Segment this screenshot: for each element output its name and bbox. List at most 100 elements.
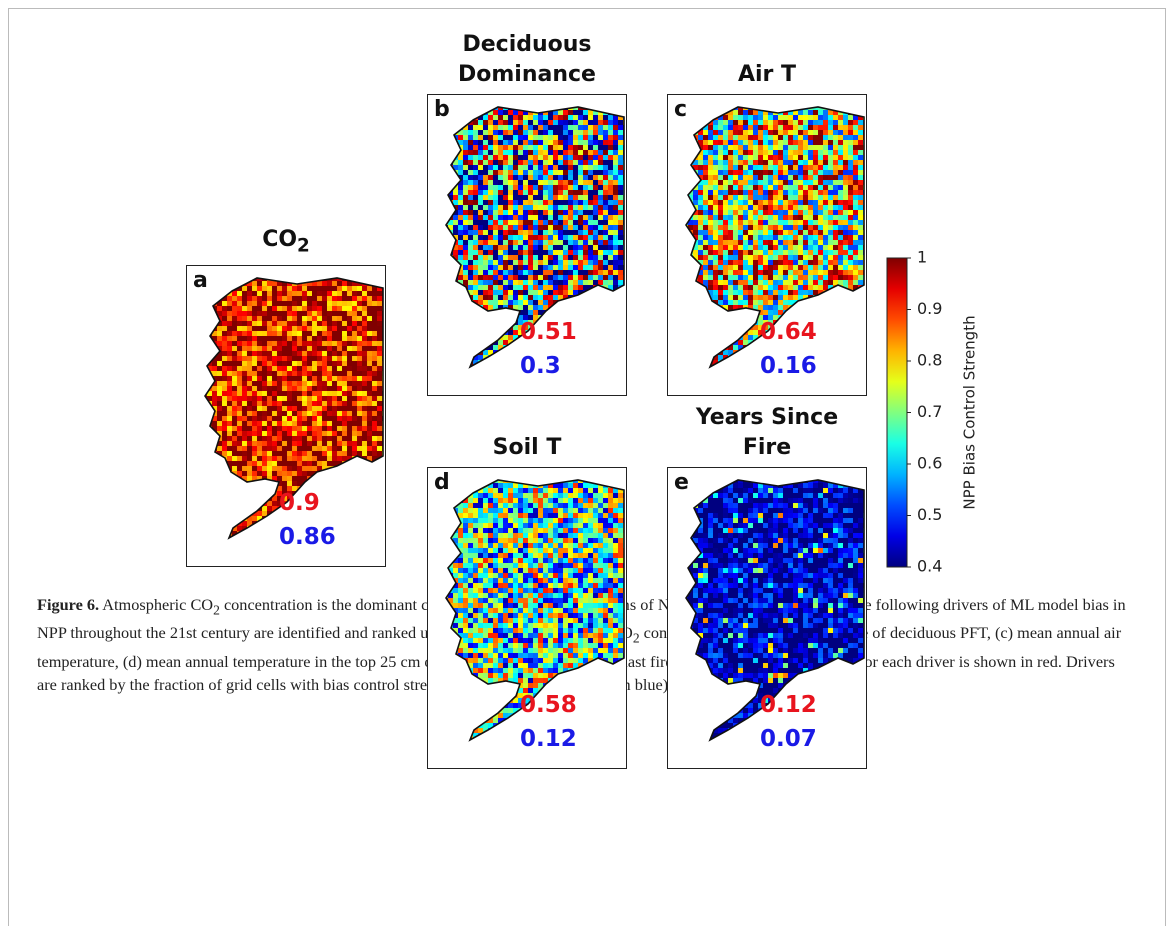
map-cell xyxy=(523,310,528,315)
map-cell xyxy=(848,120,853,125)
map-cell xyxy=(543,155,548,160)
map-cell xyxy=(458,250,463,255)
map-cell xyxy=(262,291,267,296)
map-cell xyxy=(818,215,823,220)
map-cell xyxy=(563,175,568,180)
map-cell xyxy=(377,381,382,386)
map-cell xyxy=(833,200,838,205)
map-cell xyxy=(252,401,257,406)
map-cell xyxy=(778,205,783,210)
map-cell xyxy=(793,180,798,185)
map-cell xyxy=(377,511,382,516)
map-cell xyxy=(538,345,543,350)
map-cell xyxy=(788,195,793,200)
map-cell xyxy=(598,125,603,130)
map-cell xyxy=(237,326,242,331)
map-cell xyxy=(227,476,232,481)
map-cell xyxy=(327,291,332,296)
map-cell xyxy=(823,160,828,165)
map-cell xyxy=(853,200,858,205)
map-cell xyxy=(523,130,528,135)
map-cell xyxy=(357,341,362,346)
map-cell xyxy=(377,366,382,371)
map-cell xyxy=(267,306,272,311)
map-cell xyxy=(753,130,758,135)
map-cell xyxy=(312,386,317,391)
map-cell xyxy=(848,155,853,160)
map-cell xyxy=(367,396,372,401)
map-cell xyxy=(307,466,312,471)
colorbar: 0.40.50.60.70.80.91NPP Bias Control Stre… xyxy=(870,240,1010,590)
map-cell xyxy=(267,491,272,496)
map-cell xyxy=(232,446,237,451)
map-cell xyxy=(538,235,543,240)
map-cell xyxy=(362,306,367,311)
map-cell xyxy=(548,150,553,155)
map-cell xyxy=(548,155,553,160)
map-cell xyxy=(202,476,207,481)
map-cell xyxy=(312,306,317,311)
map-cell xyxy=(858,140,863,145)
map-cell xyxy=(698,200,703,205)
map-cell xyxy=(773,145,778,150)
map-cell xyxy=(252,436,257,441)
map-cell xyxy=(788,105,793,110)
map-cell xyxy=(608,255,613,260)
map-cell xyxy=(488,215,493,220)
map-cell xyxy=(287,406,292,411)
map-cell xyxy=(322,416,327,421)
map-cell xyxy=(483,290,488,295)
map-cell xyxy=(337,446,342,451)
map-cell xyxy=(347,346,352,351)
map-cell xyxy=(693,115,698,120)
map-cell xyxy=(267,296,272,301)
map-cell xyxy=(202,486,207,491)
map-cell xyxy=(523,115,528,120)
map-cell xyxy=(738,165,743,170)
map-cell xyxy=(327,471,332,476)
map-cell xyxy=(252,311,257,316)
map-cell xyxy=(723,180,728,185)
map-cell xyxy=(337,361,342,366)
map-cell xyxy=(327,421,332,426)
map-cell xyxy=(598,225,603,230)
map-cell xyxy=(287,276,292,281)
map-cell xyxy=(823,165,828,170)
map-cell xyxy=(558,275,563,280)
map-cell xyxy=(498,225,503,230)
map-cell xyxy=(252,346,257,351)
map-cell xyxy=(372,376,377,381)
map-cell xyxy=(342,471,347,476)
map-cell xyxy=(382,471,384,476)
map-cell xyxy=(568,165,573,170)
map-cell xyxy=(528,140,533,145)
map-cell xyxy=(518,175,523,180)
map-cell xyxy=(778,115,783,120)
map-cell xyxy=(362,341,367,346)
map-cell xyxy=(508,205,513,210)
map-cell xyxy=(357,346,362,351)
map-cell xyxy=(758,105,763,110)
map-cell xyxy=(858,185,863,190)
map-cell xyxy=(217,511,222,516)
map-cell xyxy=(297,296,302,301)
map-cell xyxy=(232,386,237,391)
map-cell xyxy=(493,365,498,370)
map-cell xyxy=(773,115,778,120)
map-cell xyxy=(508,110,513,115)
map-cell xyxy=(533,260,538,265)
map-cell xyxy=(718,195,723,200)
map-cell xyxy=(222,426,227,431)
map-cell xyxy=(483,255,488,260)
map-cell xyxy=(798,135,803,140)
map-cell xyxy=(618,180,623,185)
map-cell xyxy=(217,526,222,531)
map-cell xyxy=(237,446,242,451)
map-cell xyxy=(217,331,222,336)
map-cell xyxy=(503,240,508,245)
map-cell xyxy=(352,371,357,376)
map-cell xyxy=(853,120,858,125)
map-cell xyxy=(478,205,483,210)
map-cell xyxy=(237,401,242,406)
map-cell xyxy=(302,321,307,326)
